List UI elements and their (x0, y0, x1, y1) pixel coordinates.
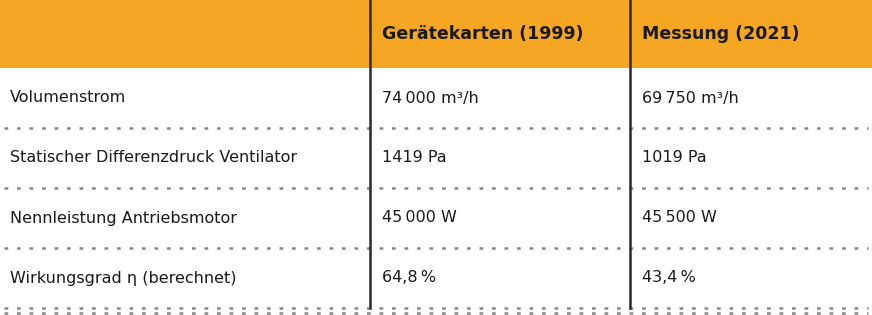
Text: Wirkungsgrad η (berechnet): Wirkungsgrad η (berechnet) (10, 271, 236, 285)
Text: 69 750 m³/h: 69 750 m³/h (642, 90, 739, 106)
Text: 1019 Pa: 1019 Pa (642, 151, 706, 165)
Text: 45 000 W: 45 000 W (382, 210, 457, 226)
Text: 74 000 m³/h: 74 000 m³/h (382, 90, 479, 106)
Text: Nennleistung Antriebsmotor: Nennleistung Antriebsmotor (10, 210, 237, 226)
Bar (0, 68, 872, 308)
Text: Statischer Differenzdruck Ventilator: Statischer Differenzdruck Ventilator (10, 151, 297, 165)
Text: Volumenstrom: Volumenstrom (10, 90, 126, 106)
Text: 64,8 %: 64,8 % (382, 271, 436, 285)
Text: Messung (2021): Messung (2021) (642, 25, 800, 43)
Text: Gerätekarten (1999): Gerätekarten (1999) (382, 25, 583, 43)
Bar (0, 0, 872, 68)
Text: 1419 Pa: 1419 Pa (382, 151, 446, 165)
Text: 45 500 W: 45 500 W (642, 210, 717, 226)
Text: 43,4 %: 43,4 % (642, 271, 696, 285)
